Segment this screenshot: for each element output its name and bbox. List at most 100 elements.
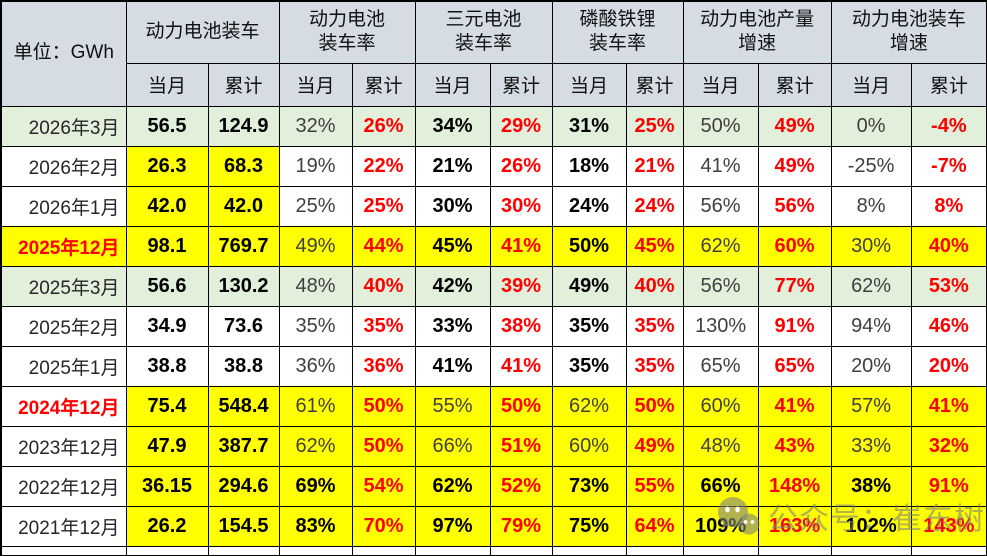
- table-cell: -4%: [910, 105, 987, 147]
- table-cell: 33%: [830, 425, 912, 467]
- subheader-current-month: 当月: [125, 62, 209, 107]
- table-cell: 34%: [414, 105, 491, 147]
- table-cell: 50%: [682, 105, 759, 147]
- table-row: 2025年12月 98.1 769.7 49% 44% 45% 41% 50% 45% 62% 60…: [0, 225, 987, 267]
- group-battery-install: 动力电池装车: [125, 0, 280, 64]
- table-cell: 73.6: [207, 305, 280, 347]
- empty-cell: [757, 545, 832, 556]
- table-cell: 61%: [278, 385, 353, 427]
- table-cell: 91%: [910, 465, 987, 507]
- row-label: 2024年12月: [0, 385, 127, 427]
- table-cell: 51%: [489, 425, 553, 467]
- table-cell: 94%: [830, 305, 912, 347]
- table-cell: 47.9: [125, 425, 209, 467]
- table-row: 2025年1月 38.8 38.8 36% 36% 41% 41% 35% 35% 65% 65% 2…: [0, 345, 987, 387]
- table-cell: 83%: [278, 505, 353, 547]
- table-cell: 26.3: [125, 145, 209, 187]
- table-cell: 26%: [489, 145, 553, 187]
- table-cell: 109%: [682, 505, 759, 547]
- subheader-current-month: 当月: [414, 62, 491, 107]
- table-cell: 66%: [414, 425, 491, 467]
- group-lfp-rate: 磷酸铁锂 装车率: [551, 0, 684, 64]
- empty-cell: [551, 545, 627, 556]
- empty-cell: [414, 545, 491, 556]
- table-cell: 65%: [757, 345, 832, 387]
- table-cell: 30%: [414, 185, 491, 227]
- table-row: 2022年12月 36.15 294.6 69% 54% 62% 52% 73% 55% 66% 1…: [0, 465, 987, 507]
- table-cell: 42%: [414, 265, 491, 307]
- table-cell: 20%: [910, 345, 987, 387]
- group-production-growth: 动力电池产量 增速: [682, 0, 832, 64]
- table-cell: 294.6: [207, 465, 280, 507]
- table-cell: 45%: [414, 225, 491, 267]
- table-cell: 35%: [351, 305, 416, 347]
- subheader-cumulative: 累计: [625, 62, 684, 107]
- subheader-current-month: 当月: [682, 62, 759, 107]
- table-cell: 65%: [682, 345, 759, 387]
- table-cell: 124.9: [207, 105, 280, 147]
- table-header: 单位：GWh 动力电池装车 动力电池 装车率 三元电池 装车率 磷酸铁锂 装车率…: [0, 0, 987, 107]
- table-cell: 56.5: [125, 105, 209, 147]
- table-cell: 25%: [278, 185, 353, 227]
- table-cell: 62%: [278, 425, 353, 467]
- table-cell: 39%: [489, 265, 553, 307]
- table-cell: 75.4: [125, 385, 209, 427]
- table-cell: 143%: [910, 505, 987, 547]
- table-cell: 46%: [910, 305, 987, 347]
- empty-cell: [682, 545, 759, 556]
- table-cell: 130%: [682, 305, 759, 347]
- table-cell: 41%: [489, 345, 553, 387]
- table-cell: 66%: [682, 465, 759, 507]
- table-cell: 56%: [682, 265, 759, 307]
- table-cell: 98.1: [125, 225, 209, 267]
- empty-row: [0, 545, 987, 556]
- group-install-rate: 动力电池 装车率: [278, 0, 416, 64]
- table-cell: 102%: [830, 505, 912, 547]
- table-cell: 18%: [551, 145, 627, 187]
- table-cell: 42.0: [207, 185, 280, 227]
- table-row: 2024年12月 75.4 548.4 61% 50% 55% 50% 62% 50% 60% 41…: [0, 385, 987, 427]
- table-cell: 26.2: [125, 505, 209, 547]
- group-ternary-rate: 三元电池 装车率: [414, 0, 553, 64]
- table-cell: 45%: [625, 225, 684, 267]
- table-cell: 21%: [625, 145, 684, 187]
- table-row: 2026年1月 42.0 42.0 25% 25% 30% 30% 24% 24% 56% 56% 8…: [0, 185, 987, 227]
- table-cell: 33%: [414, 305, 491, 347]
- table-row: 2025年3月 56.6 130.2 48% 40% 42% 39% 49% 40% 56% 77%…: [0, 265, 987, 307]
- subheader-cumulative: 累计: [489, 62, 553, 107]
- table-cell: 44%: [351, 225, 416, 267]
- table-cell: 41%: [910, 385, 987, 427]
- table-cell: 57%: [830, 385, 912, 427]
- table-cell: 75%: [551, 505, 627, 547]
- table-cell: 38.8: [207, 345, 280, 387]
- table-cell: 60%: [551, 425, 627, 467]
- row-label: 2025年12月: [0, 225, 127, 267]
- table-cell: 154.5: [207, 505, 280, 547]
- table-cell: 40%: [625, 265, 684, 307]
- table-cell: 36.15: [125, 465, 209, 507]
- table-cell: 53%: [910, 265, 987, 307]
- header-group-row: 单位：GWh 动力电池装车 动力电池 装车率 三元电池 装车率 磷酸铁锂 装车率…: [0, 0, 987, 107]
- table-cell: 60%: [682, 385, 759, 427]
- subheader-cumulative: 累计: [757, 62, 832, 107]
- table-cell: 34.9: [125, 305, 209, 347]
- subheader-cumulative: 累计: [910, 62, 987, 107]
- table-cell: 35%: [278, 305, 353, 347]
- row-label: 2023年12月: [0, 425, 127, 467]
- table-cell: 42.0: [125, 185, 209, 227]
- table-cell: 56.6: [125, 265, 209, 307]
- empty-cell: [0, 545, 127, 556]
- row-label: 2022年12月: [0, 465, 127, 507]
- table-cell: 22%: [351, 145, 416, 187]
- table-cell: 35%: [551, 345, 627, 387]
- empty-cell: [910, 545, 987, 556]
- table-cell: 25%: [625, 105, 684, 147]
- table-cell: 40%: [351, 265, 416, 307]
- table-cell: 56%: [757, 185, 832, 227]
- table-cell: 163%: [757, 505, 832, 547]
- table-cell: 54%: [351, 465, 416, 507]
- row-label: 2021年12月: [0, 505, 127, 547]
- table-cell: 36%: [278, 345, 353, 387]
